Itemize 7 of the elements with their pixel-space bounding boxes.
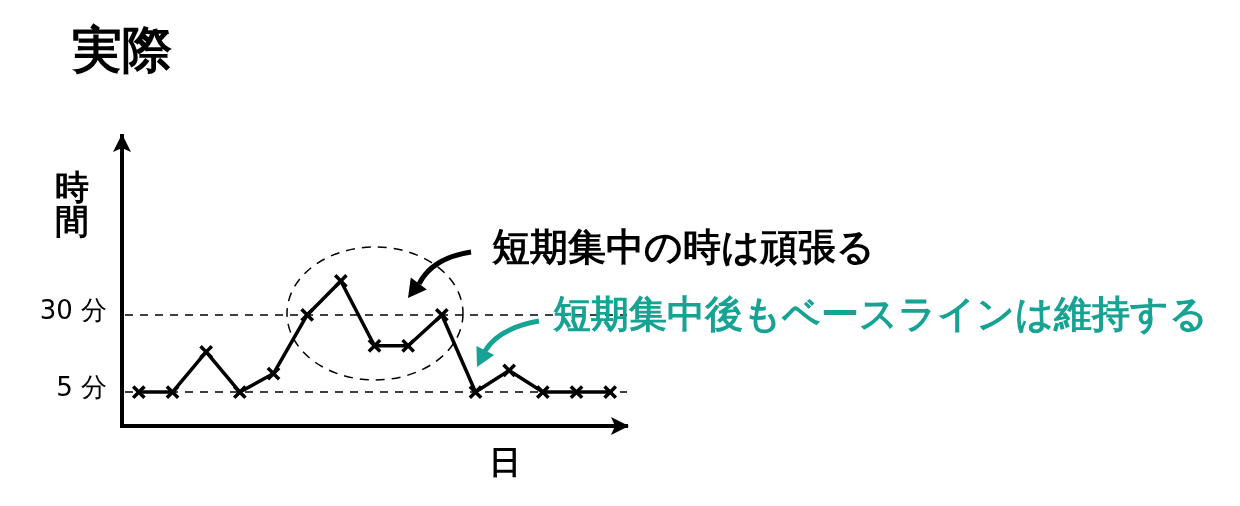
x-axis-title: 日 — [489, 443, 521, 481]
y-axis-title: 時間 — [55, 167, 89, 241]
chart-title: 実際 — [72, 21, 172, 79]
annotation: 短期集中後もベースラインは維持する — [553, 292, 1208, 336]
y-tick-label: 30 分 — [39, 295, 107, 326]
y-tick-label: 5 分 — [56, 372, 107, 403]
annotation: 短期集中の時は頑張る — [492, 225, 875, 269]
